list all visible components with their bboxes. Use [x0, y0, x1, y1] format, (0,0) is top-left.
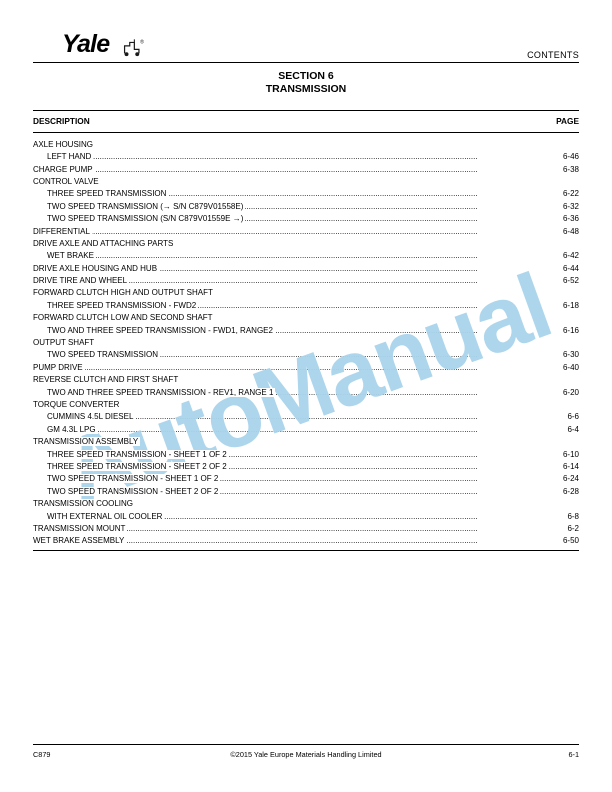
svg-text:®: ®: [140, 39, 144, 46]
svg-text:Yale: Yale: [62, 32, 110, 58]
